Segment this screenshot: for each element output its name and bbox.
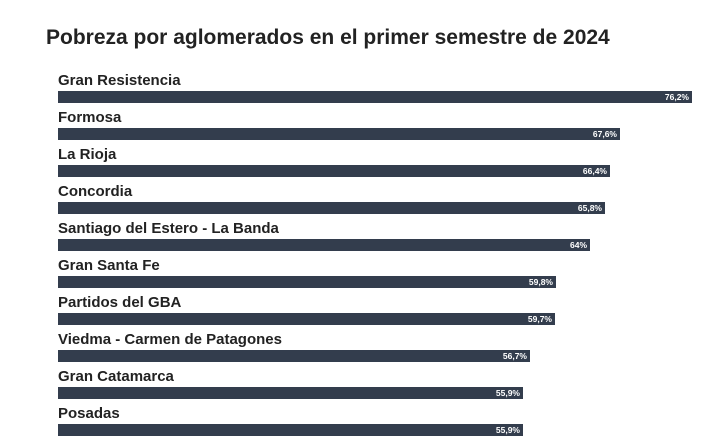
value-label: 67,6% (592, 129, 617, 139)
bar: 66,4% (58, 165, 610, 177)
bar-row: La Rioja 66,4% (58, 146, 698, 183)
bar-row: Santiago del Estero - La Banda 64% (58, 220, 698, 257)
value-label: 65,8% (577, 203, 602, 213)
bar: 55,9% (58, 387, 523, 399)
category-label: La Rioja (58, 146, 117, 163)
category-label: Viedma - Carmen de Patagones (58, 331, 282, 348)
value-label: 56,7% (502, 351, 527, 361)
bar-row: Partidos del GBA 59,7% (58, 294, 698, 331)
bar-chart: Gran Resistencia 76,2% Formosa 67,6% La Rioj… (58, 72, 698, 441)
category-label: Gran Santa Fe (58, 257, 160, 274)
bar-row: Formosa 67,6% (58, 109, 698, 146)
bar: 59,8% (58, 276, 556, 288)
value-label: 76,2% (664, 92, 689, 102)
value-label: 55,9% (495, 388, 520, 398)
category-label: Partidos del GBA (58, 294, 182, 311)
value-label: 55,9% (495, 425, 520, 435)
bar: 64% (58, 239, 590, 251)
bar: 67,6% (58, 128, 620, 140)
category-label: Santiago del Estero - La Banda (58, 220, 279, 237)
value-label: 59,7% (527, 314, 552, 324)
chart-title: Pobreza por aglomerados en el primer sem… (46, 26, 610, 49)
bar: 65,8% (58, 202, 605, 214)
category-label: Gran Resistencia (58, 72, 181, 89)
bar-row: Concordia 65,8% (58, 183, 698, 220)
bar: 59,7% (58, 313, 555, 325)
value-label: 59,8% (528, 277, 553, 287)
bar-row: Gran Santa Fe 59,8% (58, 257, 698, 294)
category-label: Concordia (58, 183, 133, 200)
bar: 55,9% (58, 424, 523, 436)
bar-row: Viedma - Carmen de Patagones 56,7% (58, 331, 698, 368)
bar-row: Gran Resistencia 76,2% (58, 72, 698, 109)
bar: 56,7% (58, 350, 530, 362)
category-label: Gran Catamarca (58, 368, 174, 385)
bar-row: Posadas 55,9% (58, 405, 698, 442)
bar-row: Gran Catamarca 55,9% (58, 368, 698, 405)
value-label: 64% (569, 240, 587, 250)
bar: 76,2% (58, 91, 692, 103)
category-label: Formosa (58, 109, 122, 126)
value-label: 66,4% (582, 166, 607, 176)
category-label: Posadas (58, 405, 120, 422)
